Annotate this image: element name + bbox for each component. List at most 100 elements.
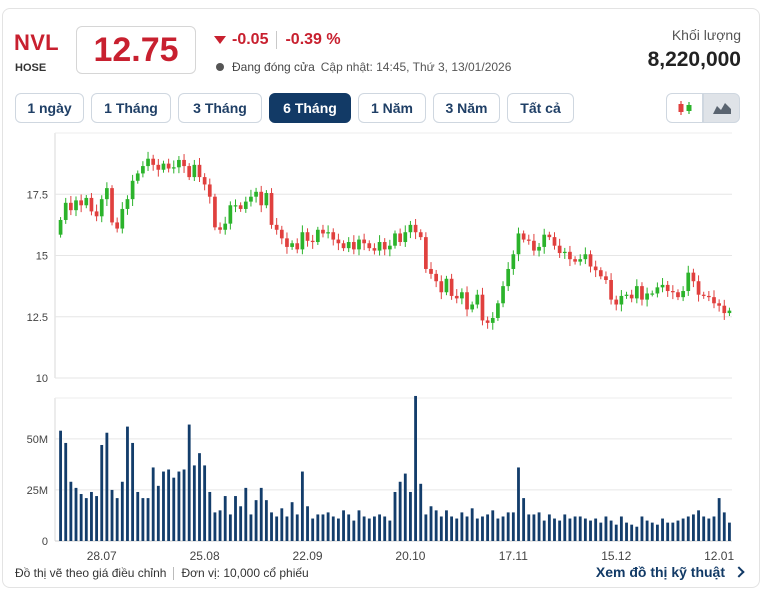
candle-body (665, 284, 670, 292)
candle-body (264, 193, 269, 206)
volume-bar (578, 516, 582, 541)
candle-body (640, 286, 644, 300)
candle-body (105, 188, 109, 200)
volume-bar (553, 518, 556, 541)
volume-bar (594, 518, 598, 541)
tab-all[interactable]: Tất cả (507, 93, 574, 123)
candle-body (521, 233, 526, 240)
candle-body (166, 163, 171, 169)
volume-bar (105, 432, 109, 541)
volume-bar (295, 514, 299, 541)
volume-bar (501, 516, 505, 541)
candle-body (228, 205, 233, 224)
candle-body (300, 232, 305, 250)
volume-bar (568, 518, 572, 541)
candle-body (331, 232, 336, 240)
candle-body (310, 240, 315, 243)
volume-bar (218, 510, 222, 541)
candle-body (465, 292, 469, 310)
candle-body (84, 197, 89, 206)
candle-body (408, 224, 413, 233)
volume-bar (84, 498, 88, 541)
candle-body (501, 286, 505, 304)
candle-body (135, 173, 140, 181)
candle-body (110, 188, 114, 223)
volume-tick-label: 50M (27, 434, 48, 446)
candle-body (336, 239, 341, 244)
candle-body (686, 272, 691, 292)
market-status: Đang đóng cửa Cập nhật: 14:45, Thứ 3, 13… (216, 60, 511, 74)
volume-bar (100, 444, 104, 541)
volume-bar (362, 516, 366, 541)
volume-bar (198, 453, 201, 541)
volume-bar (645, 520, 649, 541)
volume-bar (599, 522, 603, 541)
candle-body (398, 233, 402, 243)
volume-bar (74, 487, 78, 541)
unit-note: Đơn vị: 10,000 cổ phiếu (181, 566, 309, 580)
x-tick-label: 15.12 (601, 549, 631, 560)
volume-bar (141, 498, 145, 541)
volume-bar (496, 518, 500, 541)
volume-bar (403, 473, 407, 541)
exchange-label: HOSE (15, 62, 47, 74)
candle-body (727, 310, 732, 314)
volume-bar (336, 518, 340, 541)
status-dot-icon (216, 63, 224, 71)
candle-body (496, 303, 500, 318)
candlestick-chart-button[interactable] (666, 93, 703, 123)
candle-body (593, 266, 598, 271)
candle-body (382, 242, 387, 250)
tab-6-months[interactable]: 6 Tháng (269, 93, 351, 123)
candle-body (120, 208, 125, 229)
volume-bar (424, 514, 428, 541)
volume-bar (619, 516, 623, 541)
tab-1-day[interactable]: 1 ngày (15, 93, 84, 123)
volume-bar (532, 514, 536, 541)
area-chart-icon (712, 103, 731, 114)
candle-body (537, 246, 541, 251)
volume-bar (115, 498, 119, 541)
technical-chart-link[interactable]: Xem đồ thị kỹ thuật (596, 564, 745, 580)
candle-body (650, 293, 655, 295)
volume-bar (120, 481, 124, 541)
candle-body (377, 242, 382, 251)
volume-bar (511, 512, 515, 541)
candle-body (326, 232, 330, 234)
volume-bar (661, 518, 664, 541)
down-triangle-icon (214, 36, 226, 44)
volume-bar (445, 510, 448, 541)
candle-body (614, 299, 619, 305)
volume-bar (583, 518, 587, 541)
tab-1-month[interactable]: 1 Tháng (91, 93, 171, 123)
candle-body (151, 158, 156, 165)
candle-body (429, 268, 433, 274)
candle-body (470, 304, 475, 310)
volume-bar (203, 465, 207, 541)
candle-body (269, 193, 274, 225)
volume-bar (475, 518, 479, 541)
candle-body (552, 237, 557, 246)
candle-body (670, 291, 675, 293)
x-tick-label: 20.10 (395, 549, 425, 560)
volume-bar (172, 477, 176, 541)
tab-3-months[interactable]: 3 Tháng (178, 93, 262, 123)
candle-body (413, 224, 418, 233)
divider (276, 31, 278, 49)
candle-body (691, 272, 696, 282)
candle-body (290, 243, 294, 247)
candle-body (573, 259, 577, 262)
candle-body (526, 239, 531, 241)
volume-bar (378, 514, 381, 541)
volume-bar (491, 510, 495, 541)
volume-bar (254, 500, 258, 541)
tab-1-year[interactable]: 1 Năm (358, 93, 426, 123)
volume-bar (506, 512, 510, 541)
candle-body (223, 223, 228, 230)
candle-body (722, 305, 727, 314)
candle-body (218, 227, 222, 230)
candle-body (315, 229, 320, 243)
area-chart-button[interactable] (703, 93, 740, 123)
tab-3-years[interactable]: 3 Năm (433, 93, 500, 123)
volume-bar (259, 487, 263, 541)
